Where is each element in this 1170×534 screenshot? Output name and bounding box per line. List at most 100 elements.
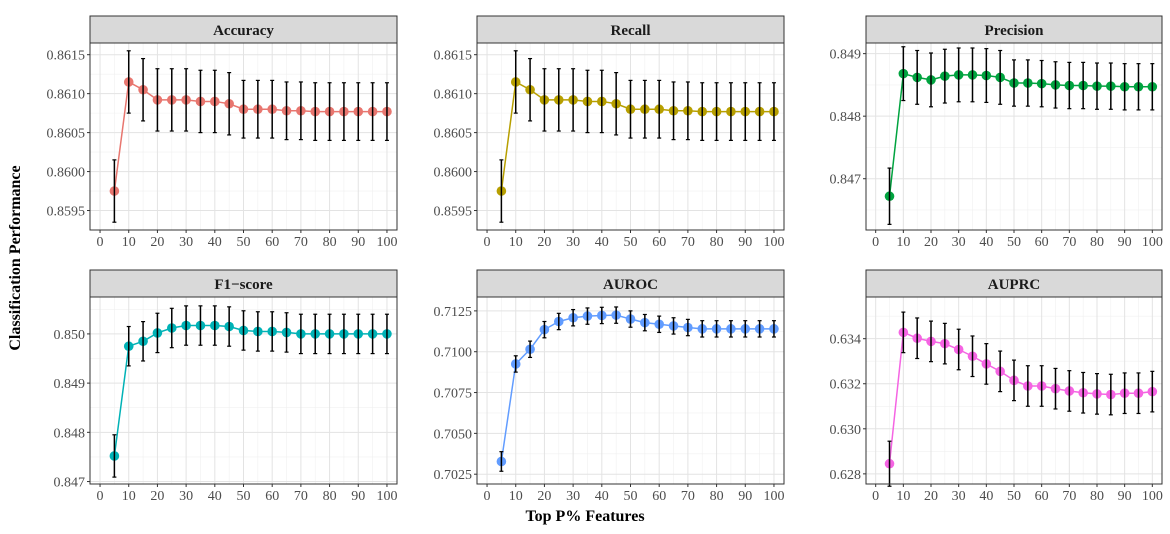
x-tick-label: 10 bbox=[509, 489, 523, 504]
facet-title: Recall bbox=[611, 23, 651, 39]
x-tick-label: 90 bbox=[1118, 489, 1132, 504]
y-tick-label: 0.8605 bbox=[434, 127, 473, 142]
x-tick-label: 70 bbox=[681, 235, 695, 250]
x-tick-label: 50 bbox=[237, 489, 251, 504]
y-axis-title: Classification Performance bbox=[7, 165, 24, 350]
y-tick-label: 0.8595 bbox=[47, 205, 86, 220]
x-tick-label: 10 bbox=[896, 235, 910, 250]
y-tick-label: 0.7125 bbox=[434, 305, 473, 320]
x-tick-label: 20 bbox=[150, 489, 164, 504]
x-tick-label: 70 bbox=[1062, 489, 1076, 504]
x-tick-label: 100 bbox=[1142, 235, 1163, 250]
x-tick-label: 60 bbox=[265, 489, 279, 504]
x-tick-label: 50 bbox=[1007, 235, 1021, 250]
y-tick-label: 0.7050 bbox=[434, 427, 473, 442]
facet-panel: AUPRC 0 10 20 30 40 50 60 70 80 90 100 0.628 0.630 0.6… bbox=[830, 269, 1163, 504]
x-tick-label: 90 bbox=[1118, 235, 1132, 250]
x-tick-label: 60 bbox=[652, 235, 666, 250]
x-tick-label: 100 bbox=[763, 235, 784, 250]
x-tick-label: 0 bbox=[97, 235, 104, 250]
x-tick-label: 40 bbox=[208, 235, 222, 250]
y-tick-label: 0.628 bbox=[830, 468, 862, 483]
facet-panel: Precision 0 10 20 30 40 50 60 70 80 90 100 0.847 0.84… bbox=[830, 15, 1163, 250]
x-tick-label: 10 bbox=[896, 489, 910, 504]
x-tick-label: 0 bbox=[97, 489, 104, 504]
panel-border bbox=[89, 296, 398, 485]
x-tick-label: 0 bbox=[484, 489, 491, 504]
x-tick-label: 100 bbox=[376, 489, 397, 504]
x-tick-label: 80 bbox=[1090, 235, 1104, 250]
x-tick-label: 20 bbox=[924, 489, 938, 504]
x-tick-label: 30 bbox=[952, 235, 966, 250]
x-tick-label: 60 bbox=[652, 489, 666, 504]
y-tick-label: 0.848 bbox=[54, 426, 86, 441]
facet-strip bbox=[476, 15, 785, 44]
y-tick-label: 0.8605 bbox=[47, 127, 86, 142]
x-tick-label: 40 bbox=[595, 235, 609, 250]
x-tick-label: 60 bbox=[265, 235, 279, 250]
panel-border bbox=[476, 42, 785, 231]
facet-title: F1−score bbox=[214, 277, 273, 293]
y-tick-label: 0.630 bbox=[830, 423, 862, 438]
x-tick-label: 0 bbox=[484, 235, 491, 250]
y-tick-label: 0.848 bbox=[830, 110, 862, 125]
x-tick-label: 30 bbox=[179, 235, 193, 250]
x-tick-label: 50 bbox=[624, 489, 638, 504]
x-tick-label: 90 bbox=[351, 489, 365, 504]
y-tick-label: 0.8595 bbox=[434, 205, 473, 220]
y-tick-label: 0.7025 bbox=[434, 468, 473, 483]
x-tick-label: 70 bbox=[1062, 235, 1076, 250]
facet-strip bbox=[89, 269, 398, 298]
x-tick-label: 0 bbox=[872, 489, 879, 504]
y-tick-label: 0.849 bbox=[830, 48, 862, 63]
x-tick-label: 20 bbox=[924, 235, 938, 250]
x-tick-label: 70 bbox=[294, 489, 308, 504]
facet-title: AUPRC bbox=[988, 277, 1041, 293]
panel-border bbox=[89, 42, 398, 231]
x-tick-label: 90 bbox=[351, 235, 365, 250]
x-tick-label: 80 bbox=[323, 235, 337, 250]
x-tick-label: 100 bbox=[1142, 489, 1163, 504]
y-tick-label: 0.8615 bbox=[434, 49, 473, 64]
facet-title: Accuracy bbox=[213, 23, 274, 39]
y-tick-label: 0.8610 bbox=[434, 88, 473, 103]
y-tick-label: 0.8615 bbox=[47, 49, 86, 64]
x-tick-label: 80 bbox=[710, 235, 724, 250]
y-tick-label: 0.849 bbox=[54, 377, 86, 392]
facet-title: AUROC bbox=[603, 277, 658, 293]
panel-border bbox=[476, 296, 785, 485]
y-axis-title-container: Classification Performance bbox=[0, 0, 30, 529]
x-tick-label: 60 bbox=[1035, 235, 1049, 250]
x-tick-label: 70 bbox=[294, 235, 308, 250]
x-tick-label: 90 bbox=[738, 235, 752, 250]
x-tick-label: 30 bbox=[566, 489, 580, 504]
facet-panel: F1−score 0 10 20 30 40 50 60 70 80 90 100 0.847 0.848… bbox=[54, 269, 398, 504]
x-tick-label: 40 bbox=[595, 489, 609, 504]
facet-panel: Recall 0 10 20 30 40 50 60 70 80 90 100 0.8595 0.8600… bbox=[434, 15, 785, 250]
y-tick-label: 0.7100 bbox=[434, 346, 473, 361]
x-tick-label: 50 bbox=[624, 235, 638, 250]
x-tick-label: 60 bbox=[1035, 489, 1049, 504]
x-tick-label: 80 bbox=[323, 489, 337, 504]
panel-border bbox=[865, 42, 1163, 231]
x-tick-label: 30 bbox=[179, 489, 193, 504]
x-tick-label: 20 bbox=[150, 235, 164, 250]
x-tick-label: 30 bbox=[952, 489, 966, 504]
x-tick-label: 10 bbox=[122, 235, 136, 250]
x-tick-label: 50 bbox=[237, 235, 251, 250]
x-tick-label: 100 bbox=[763, 489, 784, 504]
x-axis-title: Top P% Features bbox=[525, 508, 645, 525]
x-tick-label: 30 bbox=[566, 235, 580, 250]
y-tick-label: 0.8600 bbox=[47, 166, 86, 181]
x-tick-label: 40 bbox=[208, 489, 222, 504]
y-tick-label: 0.8610 bbox=[47, 88, 86, 103]
facet-title: Precision bbox=[985, 23, 1045, 39]
facet-panel: Accuracy 0 10 20 30 40 50 60 70 80 90 100 0.8595 0.86… bbox=[47, 15, 398, 250]
y-tick-label: 0.7075 bbox=[434, 387, 473, 402]
x-tick-label: 80 bbox=[1090, 489, 1104, 504]
facet-panel: AUROC 0 10 20 30 40 50 60 70 80 90 100 0.7025 0.7050 0… bbox=[434, 269, 785, 504]
panel-border bbox=[865, 296, 1163, 485]
x-tick-label: 50 bbox=[1007, 489, 1021, 504]
x-tick-label: 70 bbox=[681, 489, 695, 504]
x-tick-label: 100 bbox=[376, 235, 397, 250]
